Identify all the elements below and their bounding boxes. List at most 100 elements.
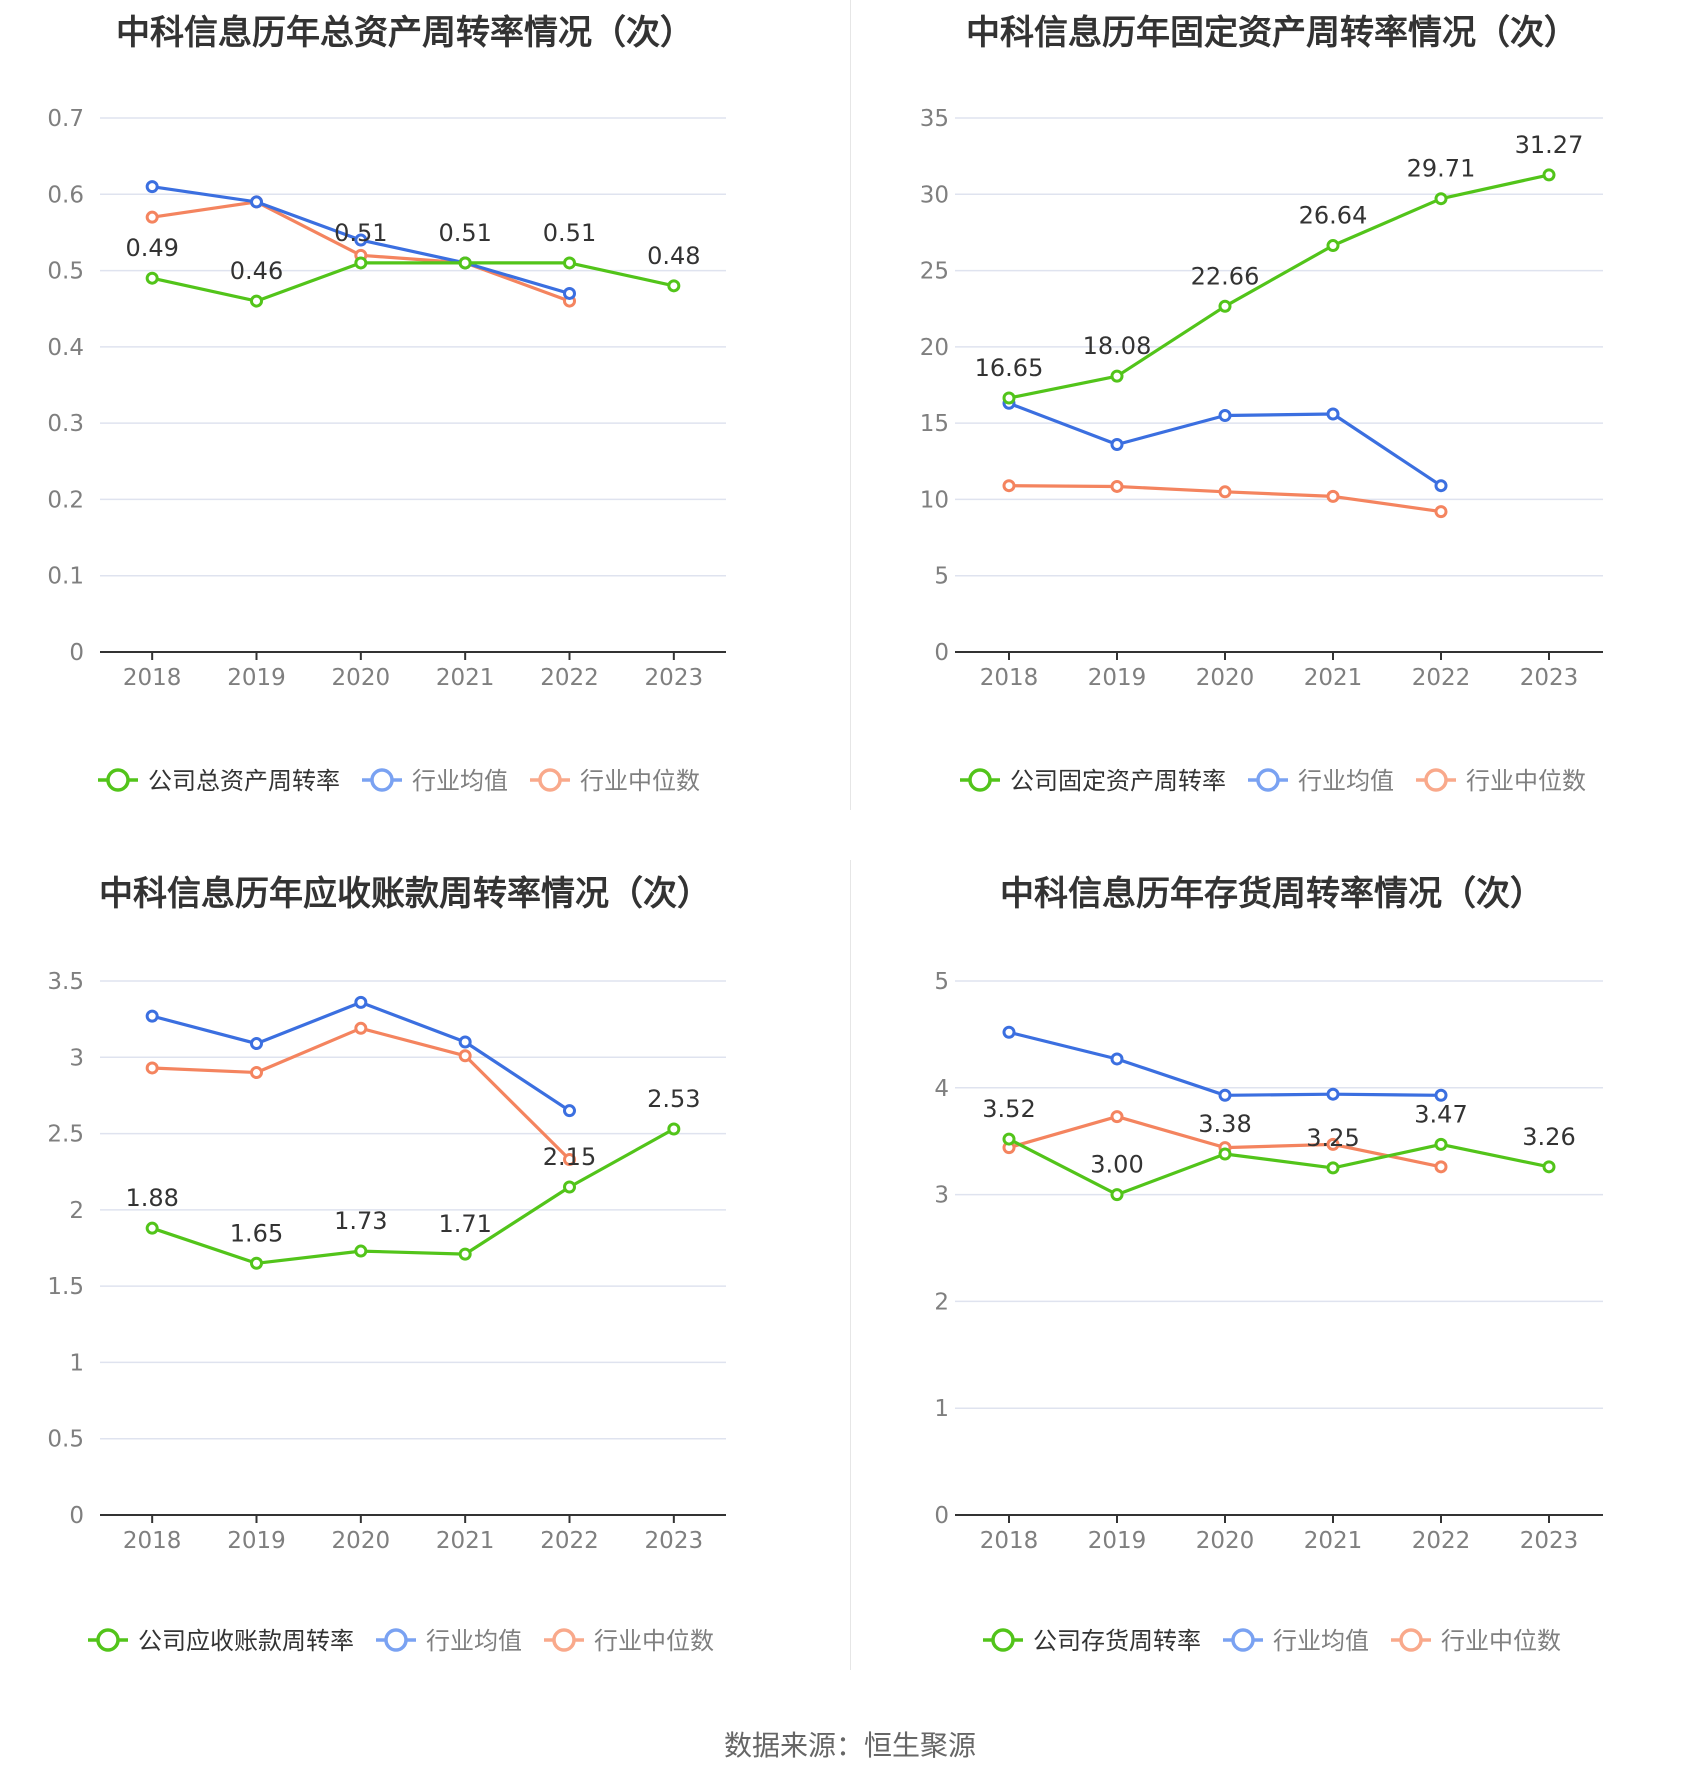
data-point-median [1434,1160,1448,1174]
data-point-median [1218,485,1232,499]
y-tick-label: 1 [934,1396,949,1422]
data-point-company [1002,391,1016,405]
x-tick-label: 2022 [540,665,599,691]
data-label: 3.26 [1522,1123,1575,1151]
data-label: 18.08 [1083,332,1152,360]
y-tick-label: 2 [69,1198,84,1224]
legend-marker-icon [384,1628,408,1652]
x-tick-label: 2018 [123,1528,182,1554]
y-tick-label: 0.3 [47,411,84,437]
data-label: 1.65 [230,1219,283,1247]
data-point-average [354,233,368,247]
x-tick-label: 2022 [540,1528,599,1554]
legend-label: 行业均值 [1273,1627,1369,1655]
data-point-average [354,995,368,1009]
data-point-median [250,1066,263,1080]
data-point-company [145,1221,159,1235]
series-average [1002,396,1448,493]
data-point-company [458,1247,472,1261]
legend-label: 行业中位数 [580,767,700,795]
chart-panel-1: 中科信息历年总资产周转率情况（次） 0 0.1 0.2 0.3 0.4 0.5 0.6 0.7 2… [47,13,726,795]
x-tick-label: 2019 [1088,1528,1147,1554]
data-point-median [1002,479,1016,493]
data-point-company [1542,168,1556,182]
chart-panel-2: 中科信息历年固定资产周转率情况（次） 0 5 10 15 20 25 30 35 2018 2019… [920,13,1603,795]
y-tick-label: 3.5 [47,969,84,995]
y-tick-label: 0.5 [47,259,84,285]
legend-marker-icon [370,768,394,792]
data-point-company [667,1122,681,1136]
y-tick-label: 4 [934,1076,949,1102]
y-tick-label: 15 [920,411,949,437]
legend-label: 行业中位数 [594,1627,714,1655]
data-point-average [145,180,159,194]
data-point-median [1326,489,1340,503]
data-point-company [250,294,263,308]
x-tick-label: 2022 [1412,1528,1471,1554]
data-point-company [1434,192,1448,206]
data-point-company [250,1256,263,1270]
data-point-company [1218,299,1232,313]
legend-item-median: 行业中位数 [1416,767,1586,795]
y-tick-label: 1 [69,1350,84,1376]
x-tick-label: 2023 [645,1528,704,1554]
y-tick-label: 2 [934,1289,949,1315]
y-tick-label: 10 [920,487,949,513]
data-point-average [1218,1088,1232,1102]
chart-title: 中科信息历年应收账款周转率情况（次） [99,874,711,914]
data-point-average [563,286,576,300]
data-point-average [1110,438,1124,452]
x-tick-label: 2019 [1088,665,1147,691]
legend-label: 行业中位数 [1441,1627,1561,1655]
x-tick-label: 2021 [436,665,495,691]
legend-item-company: 公司固定资产周转率 [960,767,1226,795]
x-tick-label: 2021 [1304,665,1363,691]
data-point-company [1434,1137,1448,1151]
x-tick-label: 2019 [227,665,286,691]
y-tick-label: 5 [934,564,949,590]
legend-item-company: 公司存货周转率 [983,1627,1201,1655]
y-tick-label: 30 [920,182,949,208]
y-tick-label: 20 [920,335,949,361]
data-point-company [354,256,368,270]
legend-label: 公司应收账款周转率 [138,1627,354,1655]
data-point-company [667,279,681,293]
data-label: 3.47 [1414,1100,1467,1128]
legend-marker-icon [1231,1628,1255,1652]
series-line-company [151,261,675,303]
x-tick-label: 2023 [1520,1528,1579,1554]
data-point-median [1434,505,1448,519]
legend-marker-icon [552,1628,576,1652]
data-point-average [145,1009,159,1023]
series-average [145,995,576,1118]
legend-label: 行业均值 [1298,767,1394,795]
chart-title: 中科信息历年总资产周转率情况（次） [116,13,694,53]
y-tick-label: 35 [920,106,949,132]
series-company [145,256,681,308]
data-point-company [1110,1188,1124,1202]
y-tick-label: 0 [69,640,84,666]
y-tick-label: 2.5 [47,1122,84,1148]
data-label: 0.46 [230,257,283,285]
data-label: 0.49 [125,234,178,262]
legend-item-company: 公司应收账款周转率 [88,1627,354,1655]
vertical-divider-top [850,0,851,810]
data-point-median [145,210,159,224]
legend-label: 行业均值 [412,767,508,795]
x-tick-label: 2021 [1304,1528,1363,1554]
data-label: 3.25 [1306,1124,1359,1152]
legend-marker-icon [96,1628,120,1652]
data-label: 29.71 [1407,155,1476,183]
data-point-average [563,1104,576,1118]
data-point-median [1326,1137,1340,1151]
legend-item-average: 行业均值 [376,1627,522,1655]
data-point-company [458,256,472,270]
legend-marker-icon [991,1628,1015,1652]
y-tick-label: 25 [920,259,949,285]
legend-marker-icon [1399,1628,1423,1652]
series-line-company [151,1127,675,1265]
data-label: 31.27 [1515,131,1584,159]
data-point-company [563,256,576,270]
